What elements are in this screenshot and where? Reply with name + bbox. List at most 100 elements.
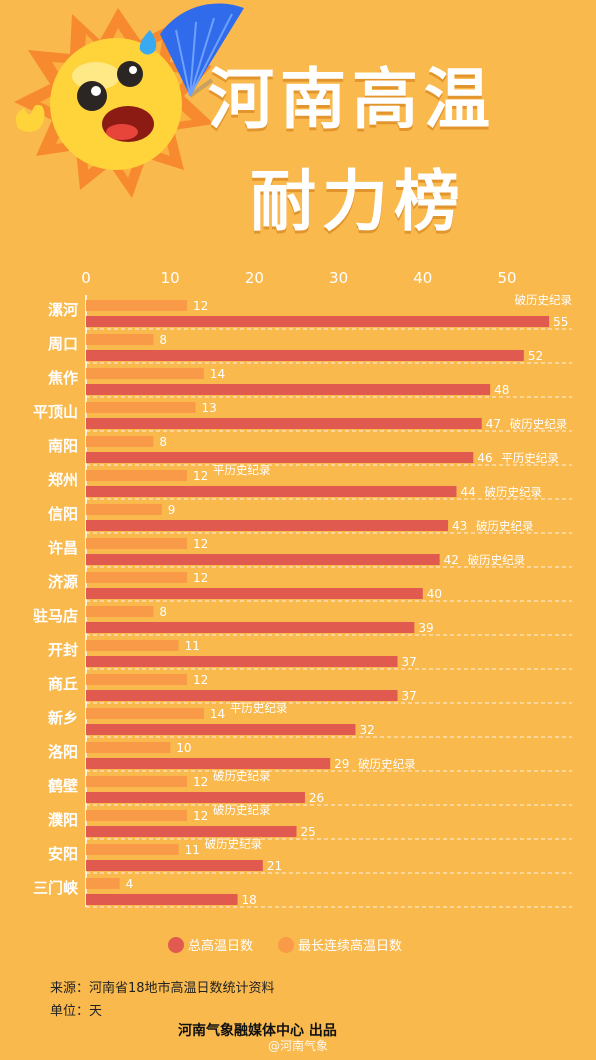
total-value-label: 21: [267, 859, 282, 873]
unit-note: 单位：天: [50, 1004, 103, 1019]
category-label: 鹤壁: [48, 777, 78, 795]
category-label: 洛阳: [48, 743, 78, 761]
total-record-note: 平历史纪录: [501, 451, 559, 465]
total-value-label: 18: [242, 893, 257, 907]
x-tick-label: 30: [329, 269, 348, 287]
legend-streak-label: 最长连续高温日数: [298, 938, 402, 954]
total-bar: [86, 690, 398, 701]
streak-bar: [86, 538, 188, 549]
total-bar: [86, 826, 297, 837]
hero-illustration: [14, 3, 244, 198]
total-bar: [86, 792, 305, 803]
total-record-note: 破历史纪录: [484, 485, 541, 499]
streak-value-label: 12: [193, 299, 208, 313]
streak-record-note: 破历史纪录: [205, 837, 263, 851]
total-value-label: 47: [486, 417, 501, 431]
streak-record-note: 平历史纪录: [213, 463, 270, 477]
streak-value-label: 11: [185, 639, 200, 653]
category-label: 济源: [48, 573, 78, 591]
total-value-label: 52: [528, 349, 543, 363]
streak-value-label: 8: [159, 435, 167, 449]
page-subtitle: 耐力榜: [250, 163, 466, 240]
total-bar: [86, 656, 398, 667]
total-value-label: 42: [444, 553, 459, 567]
total-bar: [86, 894, 238, 905]
category-label: 漯河: [48, 301, 78, 319]
category-label: 新乡: [48, 709, 78, 727]
category-label: 驻马店: [33, 607, 78, 625]
category-label: 郑州: [48, 471, 78, 489]
streak-bar: [86, 708, 204, 719]
total-value-label: 37: [402, 655, 417, 669]
category-label: 许昌: [48, 539, 78, 557]
streak-value-label: 13: [201, 401, 216, 415]
x-tick-label: 50: [497, 269, 516, 287]
streak-bar: [86, 504, 162, 515]
streak-value-label: 12: [193, 537, 208, 551]
streak-bar: [86, 334, 154, 345]
streak-value-label: 8: [159, 333, 167, 347]
streak-record-note: 破历史纪录: [213, 769, 270, 783]
streak-value-label: 11: [185, 843, 200, 857]
streak-value-label: 12: [193, 469, 208, 483]
total-record-note: 破历史纪录: [468, 553, 526, 567]
category-label: 开封: [48, 641, 78, 659]
streak-record-note: 破历史纪录: [213, 803, 270, 817]
total-bar: [86, 588, 423, 599]
total-bar: [86, 622, 415, 633]
category-label: 三门峡: [33, 879, 79, 897]
total-bar: [86, 486, 457, 497]
total-value-label: 48: [494, 383, 509, 397]
page-title: 河南高温: [208, 61, 496, 138]
total-bar: [86, 316, 550, 327]
streak-value-label: 12: [193, 775, 208, 789]
streak-bar: [86, 300, 188, 311]
total-bar: [86, 418, 482, 429]
total-value-label: 26: [309, 791, 324, 805]
x-tick-label: 0: [81, 269, 91, 287]
sun-mascot-icon: [14, 8, 214, 198]
category-label: 焦作: [47, 369, 78, 387]
streak-bar: [86, 844, 179, 855]
streak-value-label: 4: [126, 877, 134, 891]
total-value-label: 40: [427, 587, 442, 601]
category-label: 安阳: [48, 845, 78, 863]
legend-streak-marker: [278, 937, 294, 953]
x-tick-label: 40: [413, 269, 432, 287]
streak-value-label: 9: [168, 503, 176, 517]
producer-credit: 河南气象融媒体中心 出品: [178, 1023, 337, 1039]
streak-bar: [86, 674, 188, 685]
streak-record-note: 平历史纪录: [230, 701, 288, 715]
streak-bar: [86, 368, 204, 379]
total-record-note: 破历史纪录: [510, 417, 568, 431]
category-label: 平顶山: [33, 403, 78, 421]
streak-bar: [86, 810, 188, 821]
total-value-label: 29: [334, 757, 349, 771]
total-value-label: 46: [477, 451, 492, 465]
streak-bar: [86, 436, 154, 447]
total-bar: [86, 350, 524, 361]
total-value-label: 39: [418, 621, 433, 635]
folding-fan-icon: [160, 3, 244, 98]
total-bar: [86, 758, 331, 769]
streak-bar: [86, 572, 188, 583]
total-bar: [86, 384, 491, 395]
total-record-note: 破历史纪录: [476, 519, 534, 533]
total-bar: [86, 554, 440, 565]
streak-value-label: 14: [210, 367, 225, 381]
x-tick-label: 20: [245, 269, 264, 287]
total-record-note: 破历史纪录: [358, 757, 416, 771]
streak-bar: [86, 640, 179, 651]
streak-bar: [86, 606, 154, 617]
streak-value-label: 12: [193, 809, 208, 823]
streak-value-label: 10: [176, 741, 191, 755]
category-label: 周口: [48, 335, 78, 353]
legend-total-label: 总高温日数: [188, 938, 253, 954]
total-record-note: 破历史纪录: [515, 293, 573, 307]
total-bar: [86, 860, 263, 871]
total-value-label: 32: [359, 723, 374, 737]
streak-bar: [86, 470, 188, 481]
streak-bar: [86, 742, 171, 753]
category-label: 南阳: [48, 437, 78, 455]
